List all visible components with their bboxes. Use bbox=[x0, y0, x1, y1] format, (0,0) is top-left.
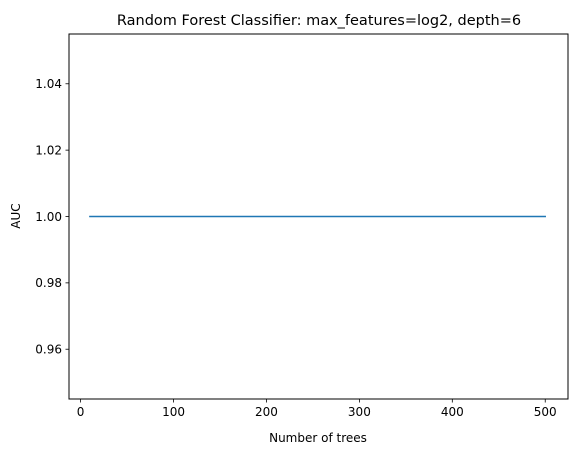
y-tick-label: 1.02 bbox=[35, 143, 62, 157]
y-axis: 0.96 0.98 1.00 1.02 1.04 bbox=[35, 77, 69, 357]
x-axis-label: Number of trees bbox=[269, 431, 367, 445]
y-tick-label: 1.04 bbox=[35, 77, 62, 91]
y-tick-label: 0.96 bbox=[35, 343, 62, 357]
x-tick-label: 100 bbox=[162, 405, 185, 419]
y-axis-label: AUC bbox=[9, 203, 23, 228]
x-tick-label: 0 bbox=[77, 405, 85, 419]
x-tick-label: 200 bbox=[255, 405, 278, 419]
plot-area: 0 100 200 300 400 500 0.96 0.98 1.00 1.02 1.04 bbox=[35, 33, 569, 419]
x-tick-label: 500 bbox=[534, 405, 557, 419]
y-tick-label: 0.98 bbox=[35, 276, 62, 290]
x-axis: 0 100 200 300 400 500 bbox=[77, 399, 557, 419]
x-tick-label: 300 bbox=[348, 405, 371, 419]
x-tick-label: 400 bbox=[441, 405, 464, 419]
y-tick-label: 1.00 bbox=[35, 210, 62, 224]
chart-title: Random Forest Classifier: max_features=l… bbox=[117, 13, 521, 29]
